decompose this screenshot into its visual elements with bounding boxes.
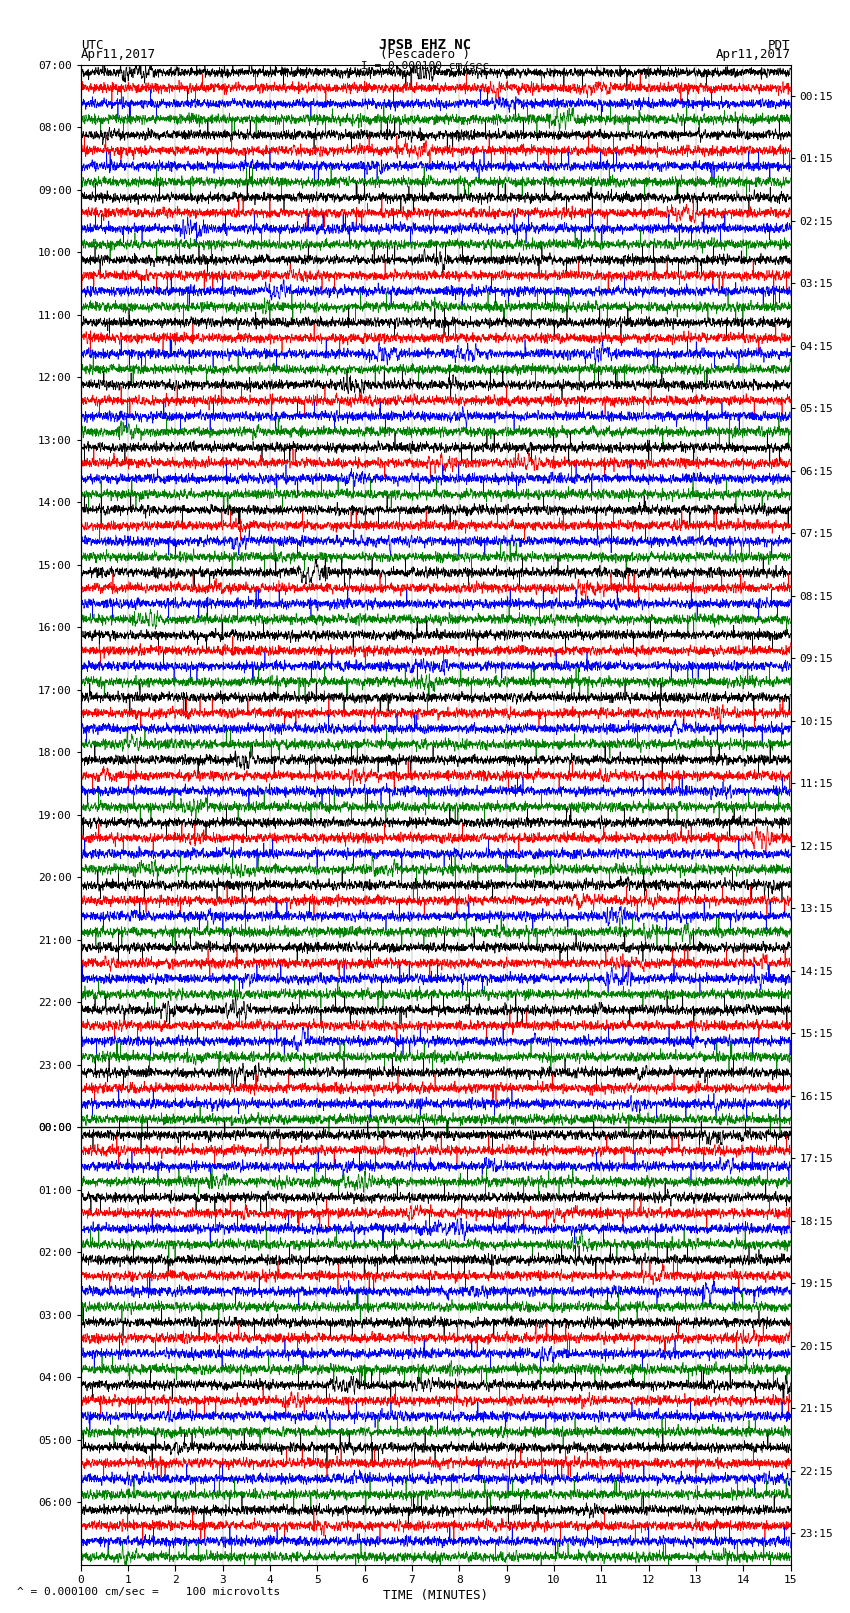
Text: (Pescadero ): (Pescadero ) — [380, 48, 470, 61]
Text: UTC: UTC — [81, 39, 103, 52]
X-axis label: TIME (MINUTES): TIME (MINUTES) — [383, 1589, 488, 1602]
Text: PDT: PDT — [768, 39, 790, 52]
Text: ^ = 0.000100 cm/sec =    100 microvolts: ^ = 0.000100 cm/sec = 100 microvolts — [17, 1587, 280, 1597]
Text: Apr11,2017: Apr11,2017 — [716, 48, 790, 61]
Text: Apr11,2017: Apr11,2017 — [81, 48, 156, 61]
Text: I = 0.000100 cm/sec: I = 0.000100 cm/sec — [361, 61, 489, 71]
Text: JPSB EHZ NC: JPSB EHZ NC — [379, 37, 471, 52]
